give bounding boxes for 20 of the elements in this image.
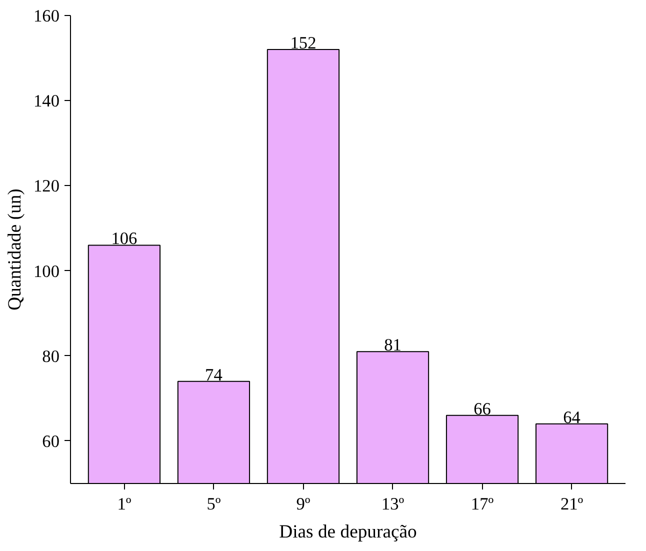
x-tick-label: 13º [381, 494, 405, 514]
y-tick-label: 160 [34, 6, 60, 26]
x-axis-title: Dias de depuração [279, 522, 417, 542]
data-label: 74 [205, 365, 223, 384]
y-tick-label: 140 [34, 92, 60, 111]
y-tick-label: 80 [42, 346, 60, 366]
data-label: 64 [563, 408, 581, 427]
x-tick-label: 17º [470, 494, 494, 514]
data-label: 66 [474, 399, 492, 418]
y-tick-label: 100 [34, 262, 60, 281]
x-tick-label: 1º [117, 494, 132, 514]
data-label: 152 [290, 34, 316, 53]
x-tick-label: 9º [296, 494, 311, 514]
x-tick-label: 5º [206, 494, 222, 514]
y-tick-label: 60 [42, 432, 60, 451]
data-label: 106 [111, 229, 138, 248]
y-axis-title: Quantidade (un) [4, 188, 26, 310]
data-label: 81 [384, 336, 402, 355]
x-tick-label: 21º [560, 494, 584, 514]
y-tick-label: 120 [34, 176, 60, 196]
